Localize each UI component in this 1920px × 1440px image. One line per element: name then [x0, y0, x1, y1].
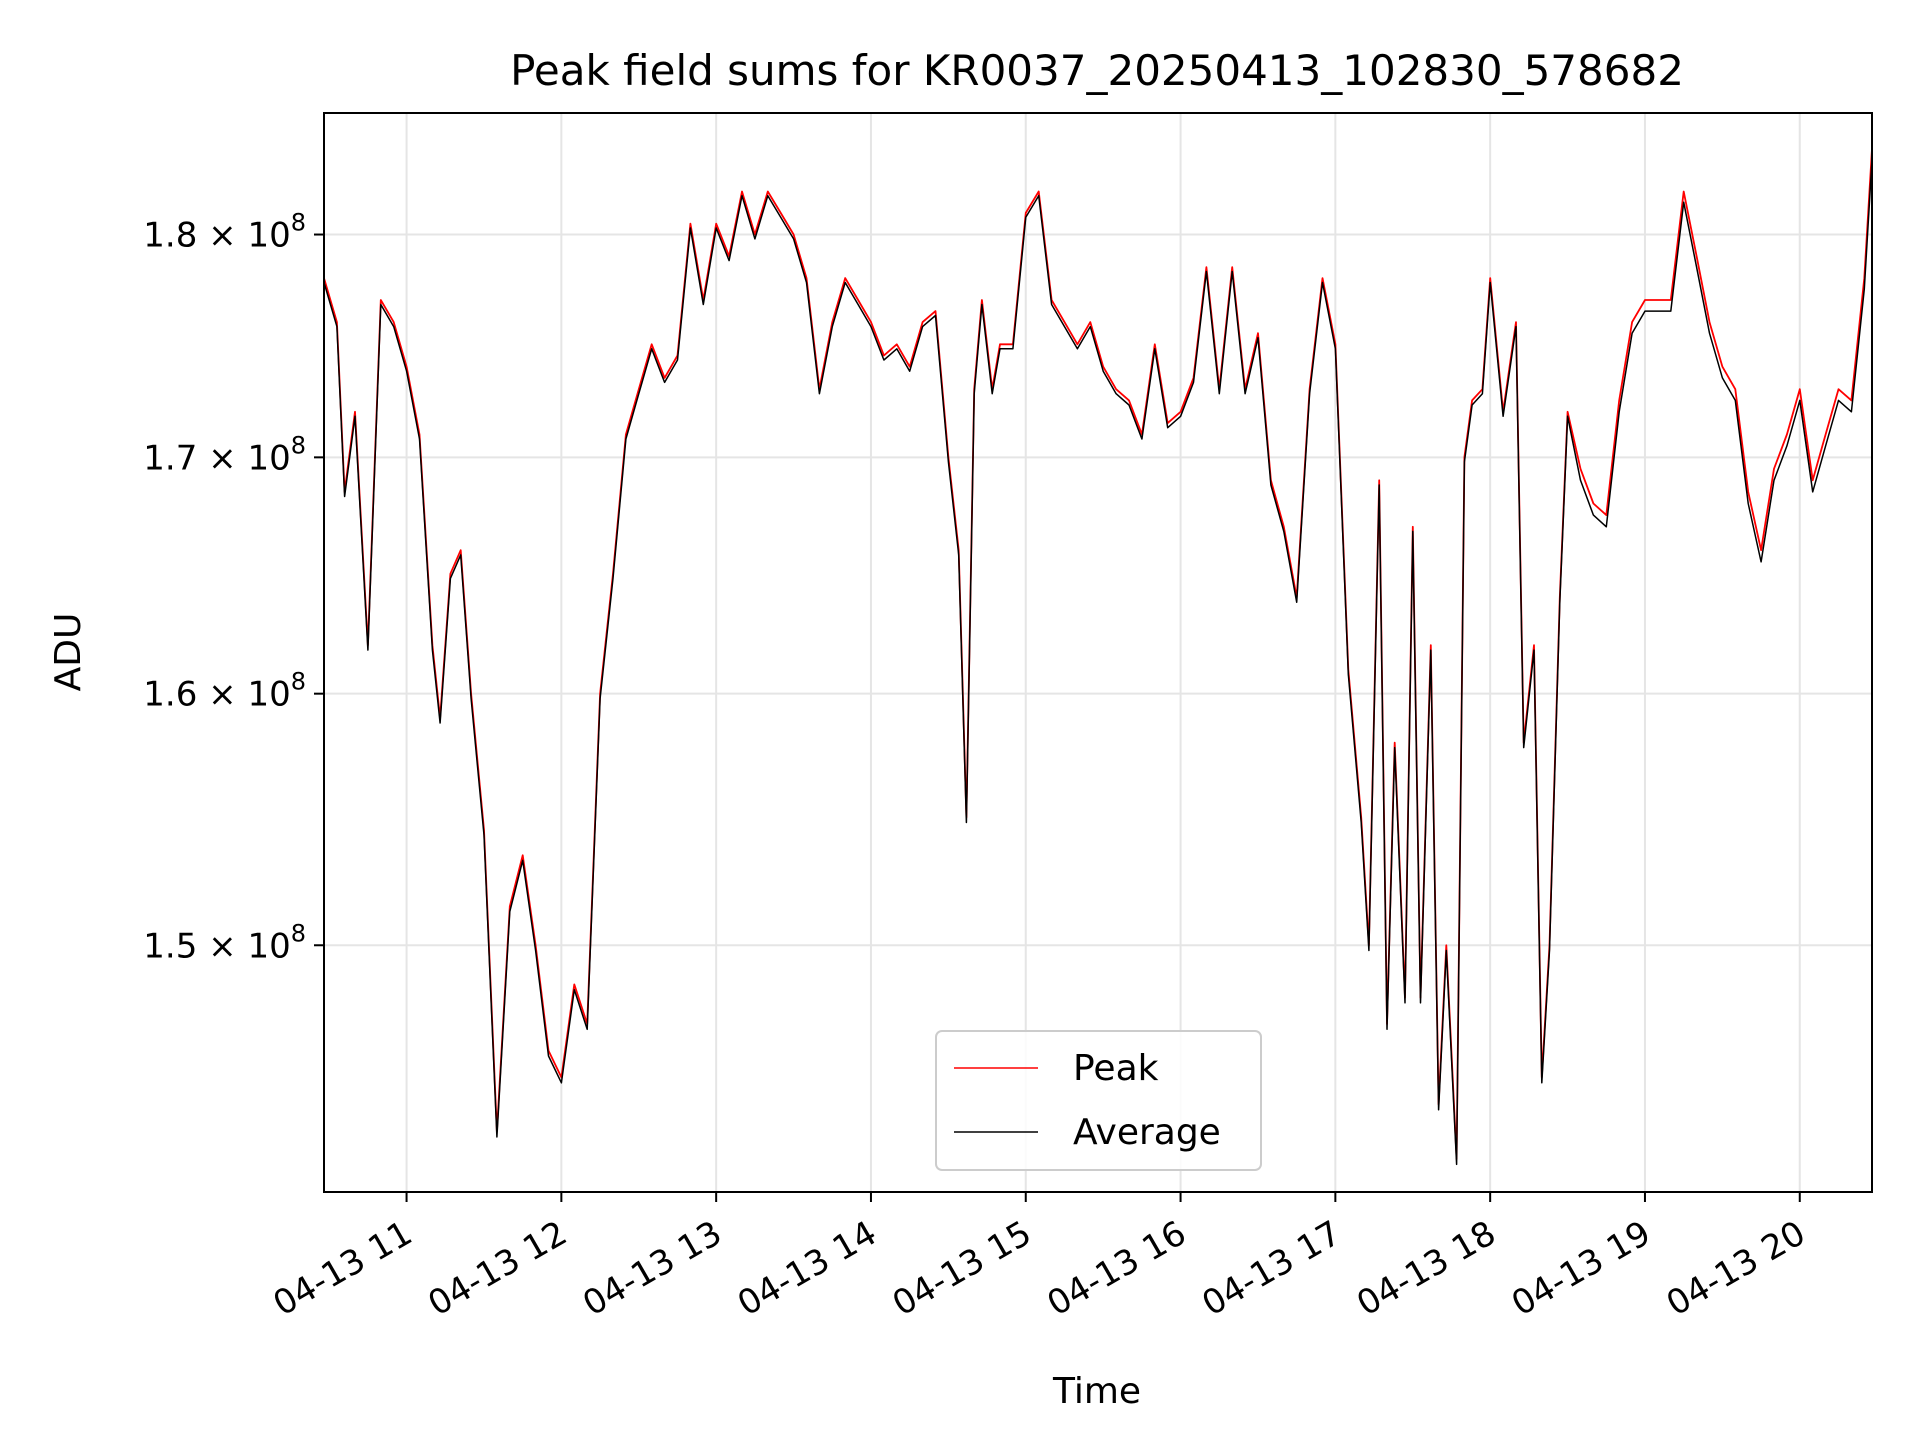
y-tick-label: 1.5 × 108 — [143, 919, 306, 966]
chart-title: Peak field sums for KR0037_20250413_1028… — [510, 46, 1684, 95]
y-tick-label: 1.6 × 108 — [143, 668, 306, 715]
y-tick-label: 1.8 × 108 — [143, 209, 306, 256]
legend-peak-label: Peak — [1073, 1048, 1159, 1089]
legend-box — [935, 1030, 1262, 1171]
series-line-peak — [324, 148, 1872, 1160]
legend: Peak Average — [935, 1030, 1262, 1171]
series-layer — [324, 148, 1872, 1166]
legend-average-label: Average — [1073, 1112, 1221, 1153]
plot-frame — [323, 112, 1873, 1193]
y-tick-label: 1.7 × 108 — [143, 431, 306, 478]
y-axis-label: ADU — [48, 613, 89, 692]
x-axis-label: Time — [1052, 1371, 1141, 1412]
y-axis-ticks: 1.5 × 108 1.6 × 108 1.7 × 108 1.8 × 108 — [143, 209, 324, 966]
series-line-average — [324, 159, 1872, 1166]
plot-series-group — [324, 148, 1872, 1166]
